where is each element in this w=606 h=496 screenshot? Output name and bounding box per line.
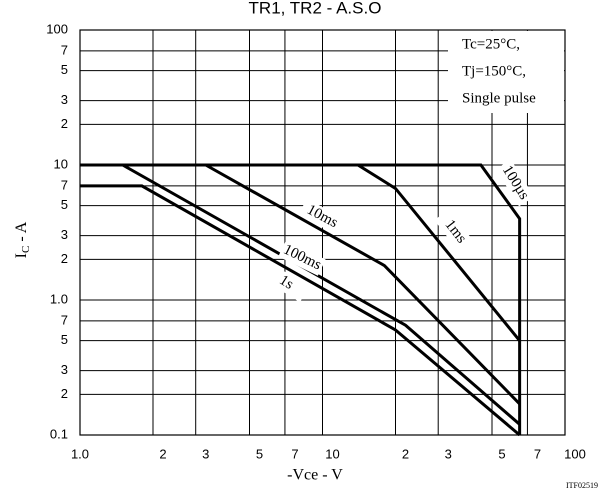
y-tick-label: 7 — [61, 312, 68, 327]
y-tick-label: 2 — [61, 251, 68, 266]
x-axis-label: -Vce - V — [287, 467, 343, 484]
y-label-main: I — [13, 253, 30, 258]
x-tick-label: 5 — [256, 446, 263, 461]
x-tick-label: 100 — [564, 446, 586, 461]
series-label-bg — [262, 263, 310, 303]
annotation: Single pulse — [462, 90, 536, 106]
y-tick-label: 3 — [61, 362, 68, 377]
series-line — [80, 184, 521, 437]
y-tick-label: 7 — [61, 42, 68, 57]
x-tick-label: 1.0 — [71, 446, 89, 461]
y-label-unit: - A — [13, 221, 30, 245]
x-tick-label: 5 — [498, 446, 505, 461]
y-tick-label: 2 — [61, 386, 68, 401]
y-label-sub: C — [20, 246, 32, 253]
x-tick-label: 7 — [291, 446, 298, 461]
x-tick-label: 3 — [445, 446, 452, 461]
x-tick-label: 2 — [159, 446, 166, 461]
series-line — [357, 163, 521, 342]
y-tick-label: 2 — [61, 116, 68, 131]
series-label-bg — [434, 209, 476, 255]
y-tick-label: 3 — [61, 227, 68, 242]
series-label-bg — [495, 159, 535, 207]
y-tick-label: 10 — [54, 156, 68, 171]
y-tick-label: 5 — [61, 332, 68, 347]
series-line — [80, 163, 522, 435]
annotation-box — [448, 31, 564, 113]
figure-code: ITF02519 — [566, 481, 598, 490]
y-tick-label: 7 — [61, 177, 68, 192]
annotation: Tj=150°C, — [462, 63, 526, 79]
y-tick-label: 3 — [61, 92, 68, 107]
y-tick-label: 0.1 — [50, 426, 68, 441]
series-label-bg — [298, 198, 346, 236]
y-axis-label: IC - A — [13, 221, 32, 258]
series-line — [121, 163, 521, 426]
chart-title: TR1, TR2 - A.S.O — [249, 0, 382, 17]
x-tick-label: 3 — [202, 446, 209, 461]
series-line — [205, 163, 521, 405]
y-tick-label: 5 — [61, 197, 68, 212]
x-tick-label: 2 — [402, 446, 409, 461]
annotation: Tc=25°C, — [462, 36, 520, 52]
y-tick-label: 5 — [61, 62, 68, 77]
series-label-bg — [278, 240, 326, 276]
y-tick-label: 1.0 — [50, 291, 68, 306]
y-tick-label: 100 — [46, 21, 68, 36]
x-tick-label: 10 — [325, 446, 339, 461]
plot-frame — [79, 29, 566, 436]
x-tick-label: 7 — [534, 446, 541, 461]
